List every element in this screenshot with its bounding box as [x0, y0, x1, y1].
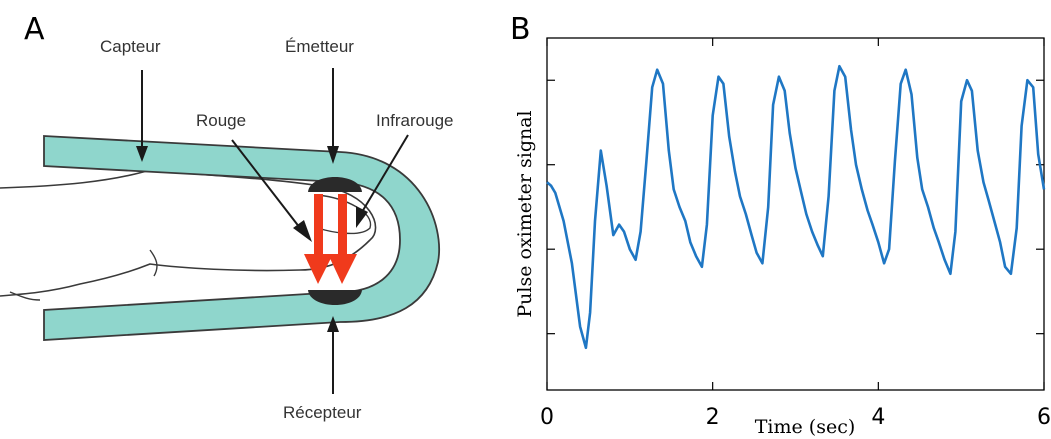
x-tick-label: 4: [871, 405, 885, 430]
receptor-led: [308, 290, 362, 305]
panel-a-letter: A: [24, 12, 45, 47]
y-axis-label: Pulse oximeter signal: [514, 110, 536, 317]
red-beam: [314, 194, 323, 256]
light-beams: [304, 194, 357, 284]
x-tick-label: 2: [706, 405, 720, 430]
plot-frame: [546, 37, 1045, 391]
x-tick-label: 6: [1037, 405, 1051, 430]
x-axis-label: Time (sec): [755, 416, 856, 438]
pointer-arrows: [136, 68, 409, 394]
rouge-arrow-head: [293, 220, 312, 242]
label-capteur: Capteur: [100, 37, 161, 56]
x-tick-label: 0: [540, 405, 554, 430]
emitter-led: [308, 177, 362, 192]
capteur-arrow-head: [136, 146, 148, 162]
emetteur-arrow-head: [327, 146, 339, 164]
label-rouge: Rouge: [196, 111, 246, 130]
x-ticks: 0 2 4 6: [540, 38, 1051, 430]
y-ticks: [547, 79, 1044, 335]
label-recepteur: Récepteur: [283, 403, 362, 422]
red-beam-head: [304, 254, 333, 284]
recepteur-arrow-head: [327, 316, 339, 332]
finger-crease: [149, 249, 158, 277]
infrared-beam: [338, 194, 347, 256]
panel-b-letter: B: [510, 12, 531, 47]
sensor-clip: [43, 135, 440, 341]
finger-crease-lower: [9, 291, 41, 301]
infrarouge-arrow-head: [356, 206, 368, 228]
infrared-beam-head: [328, 254, 357, 284]
label-emetteur: Émetteur: [285, 37, 354, 56]
oximeter-diagram: Capteur Émetteur Rouge Infrarouge Récept…: [0, 37, 454, 422]
label-infrarouge: Infrarouge: [376, 111, 454, 130]
signal-line: [546, 64, 1046, 350]
